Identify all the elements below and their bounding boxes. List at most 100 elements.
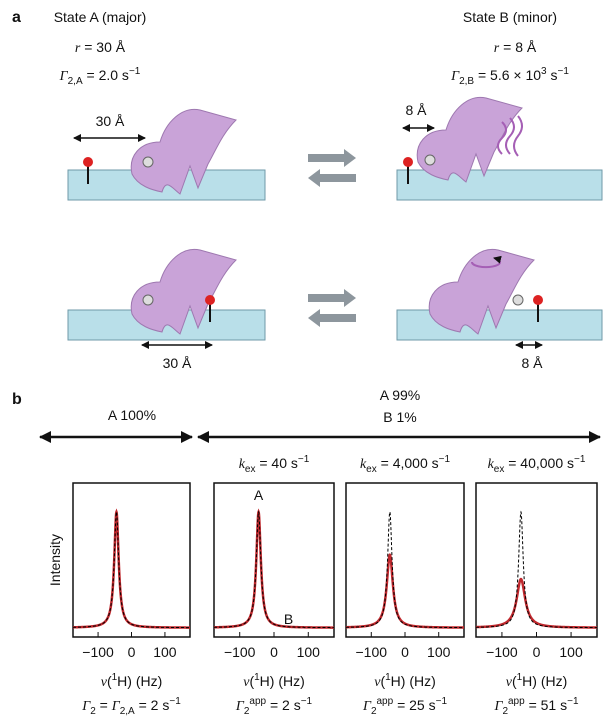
text-part: 2 bbox=[244, 706, 250, 717]
plot-frame bbox=[213, 482, 335, 638]
text-part: = 5.6 × 10 bbox=[474, 67, 541, 83]
text-part: 2 bbox=[90, 706, 96, 717]
x-tick-label: −100 bbox=[82, 644, 114, 660]
rate-label: Γ2app = 25 s−1 bbox=[362, 696, 447, 717]
population: A 100% bbox=[108, 407, 156, 423]
panel-label: a bbox=[12, 9, 21, 26]
rotation-arrow bbox=[471, 255, 502, 269]
radius: r = 30 Å bbox=[75, 39, 126, 56]
text-part: = 8 Å bbox=[499, 39, 537, 55]
rate-label: Γ2 = Γ2,A = 2 s−1 bbox=[81, 696, 181, 717]
spectrum bbox=[73, 508, 190, 629]
text-part: −1 bbox=[439, 454, 451, 465]
radius: r = 8 Å bbox=[494, 39, 537, 56]
text-part: Γ bbox=[362, 699, 372, 714]
text-part: = bbox=[96, 697, 112, 713]
x-tick-label: 0 bbox=[128, 644, 136, 660]
x-axis-label: ν(1H) (Hz) bbox=[101, 672, 163, 690]
motion-lines bbox=[497, 115, 523, 157]
text-part: −1 bbox=[567, 696, 579, 707]
equilibrium-arrow bbox=[308, 149, 356, 167]
text-part: 3 bbox=[541, 66, 547, 77]
active-site bbox=[142, 156, 154, 168]
text-part: Γ bbox=[493, 699, 503, 714]
text-part: −1 bbox=[301, 696, 313, 707]
text-part: 2,A bbox=[120, 706, 135, 717]
spin-label-head bbox=[83, 157, 93, 167]
text-part: −1 bbox=[169, 696, 181, 707]
spectrum bbox=[345, 553, 464, 629]
text-part: Γ bbox=[59, 69, 69, 84]
distance-label: 8 Å bbox=[405, 102, 427, 118]
text-part: r bbox=[494, 41, 500, 56]
equilibrium-arrow bbox=[308, 309, 356, 327]
text-part: Γ bbox=[111, 699, 121, 714]
text-part: ex bbox=[245, 464, 256, 475]
text-part: H) (Hz) bbox=[117, 673, 162, 689]
equilibrium-arrow bbox=[308, 169, 356, 187]
text-part: = 2 s bbox=[266, 697, 301, 713]
text-part: ( bbox=[249, 673, 254, 689]
peak-label: A bbox=[254, 487, 264, 503]
text-part: 1 bbox=[254, 672, 260, 683]
text-part: −1 bbox=[574, 454, 586, 465]
text-part: −1 bbox=[557, 66, 569, 77]
text-part: H) (Hz) bbox=[391, 673, 436, 689]
text-part: r bbox=[75, 41, 81, 56]
exchange-rate: kex = 40 s−1 bbox=[239, 454, 310, 475]
spectrum bbox=[73, 510, 190, 629]
equilibrium-arrow bbox=[308, 289, 356, 307]
population: A 99% bbox=[380, 387, 420, 403]
text-part: 1 bbox=[517, 672, 523, 683]
text-part: 2,A bbox=[68, 76, 83, 87]
text-part: k bbox=[360, 457, 367, 472]
text-part: 2,B bbox=[459, 76, 474, 87]
text-part: 2 bbox=[502, 706, 508, 717]
text-part: = 25 s bbox=[393, 697, 435, 713]
text-part: app bbox=[377, 696, 394, 707]
text-part: ( bbox=[107, 673, 112, 689]
text-part: k bbox=[488, 457, 495, 472]
spectrum bbox=[214, 510, 334, 629]
text-part: ν bbox=[243, 675, 250, 690]
spectrum bbox=[476, 510, 597, 629]
text-part: ( bbox=[380, 673, 385, 689]
text-part: ex bbox=[366, 464, 377, 475]
text-part: ex bbox=[494, 464, 505, 475]
surface bbox=[396, 169, 603, 201]
y-axis-label: Intensity bbox=[47, 534, 63, 586]
text-part: Γ bbox=[450, 69, 460, 84]
text-part: H) (Hz) bbox=[522, 673, 567, 689]
text-part: = 2.0 s bbox=[83, 67, 129, 83]
x-tick-label: 0 bbox=[401, 644, 409, 660]
rate-label: Γ2app = 2 s−1 bbox=[235, 696, 313, 717]
text-part: 1 bbox=[385, 672, 391, 683]
spectrum bbox=[475, 577, 597, 629]
x-axis-label: ν(1H) (Hz) bbox=[506, 672, 568, 690]
text-part: −1 bbox=[129, 66, 141, 77]
text-part: = 4,000 s bbox=[377, 455, 439, 471]
x-tick-label: 100 bbox=[427, 644, 451, 660]
spectrum bbox=[214, 508, 334, 629]
text-part: k bbox=[239, 457, 246, 472]
distance-label: 30 Å bbox=[163, 355, 192, 371]
distance-label: 8 Å bbox=[521, 355, 543, 371]
population: B 1% bbox=[383, 409, 416, 425]
x-tick-label: 0 bbox=[533, 644, 541, 660]
text-part: −1 bbox=[298, 454, 310, 465]
spin-label-head bbox=[403, 157, 413, 167]
text-part: Γ bbox=[235, 699, 245, 714]
text-part: ( bbox=[512, 673, 517, 689]
text-part: = 30 Å bbox=[80, 39, 125, 55]
text-part: app bbox=[249, 696, 266, 707]
plot-frame bbox=[475, 482, 598, 638]
spin-label-head bbox=[533, 295, 543, 305]
text-part: = 2 s bbox=[135, 697, 170, 713]
active-site bbox=[142, 294, 154, 306]
text-part: −1 bbox=[436, 696, 448, 707]
x-axis-label: ν(1H) (Hz) bbox=[374, 672, 436, 690]
exchange-rate: kex = 40,000 s−1 bbox=[488, 454, 586, 475]
text-part: ν bbox=[506, 675, 513, 690]
active-site bbox=[512, 294, 524, 306]
text-part: H) (Hz) bbox=[260, 673, 305, 689]
